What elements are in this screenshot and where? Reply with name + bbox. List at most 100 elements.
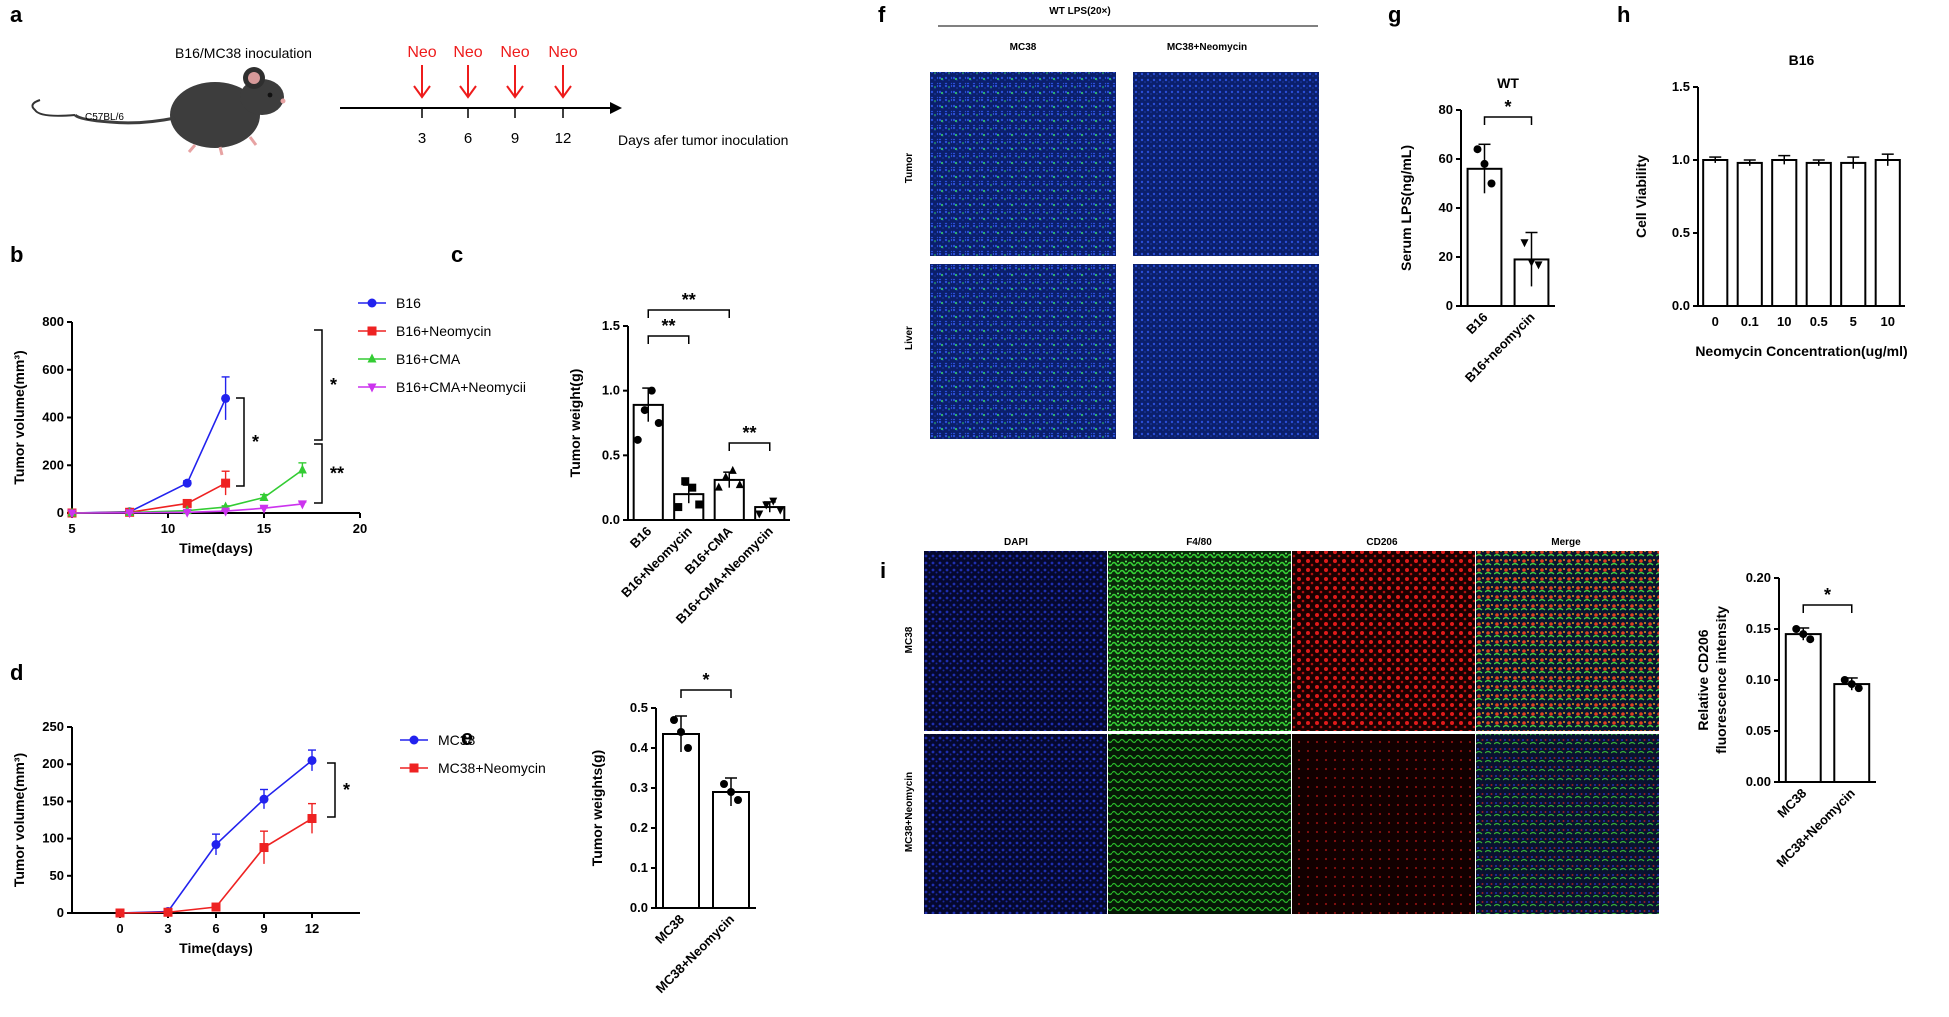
d-y-tick-label: 250: [42, 719, 64, 734]
b-legend-marker: [367, 326, 377, 336]
h-y-tick-label: 1.5: [1672, 79, 1690, 94]
i-image-neo-cd206: [1292, 734, 1475, 914]
i-y-axis-title: fluorescence intensity: [1713, 606, 1729, 754]
h-bar: [1874, 159, 1901, 307]
timeline-day-label: 9: [511, 130, 519, 147]
d-y-tick-label: 0: [57, 905, 64, 920]
e-sig-label: *: [702, 670, 709, 690]
chart-d-tumor-volume-mc38: 0 50 100 150 200 250 0 3 6 9 12 Time(days) Tumor vol…: [11, 719, 546, 956]
neo-arrow-head: [554, 85, 572, 99]
c-y-tick-label: 0.0: [602, 512, 620, 527]
d-y-tick-label: 50: [50, 868, 64, 883]
timeline-day-label: 3: [418, 130, 426, 147]
h-category-label: 0.1: [1741, 314, 1759, 329]
b-y-tick-label: 0: [57, 505, 64, 520]
d-y-tick-label: 200: [42, 756, 64, 771]
c-data-point: [695, 500, 704, 509]
neo-arrow-head: [413, 85, 431, 99]
f-image-mc38-liver: [930, 264, 1116, 439]
b-data-point: [125, 509, 135, 519]
e-data-point: [684, 744, 692, 752]
e-data-point: [670, 716, 678, 724]
i-image-mc38-cd206: [1292, 551, 1475, 731]
i-row-label-neo: MC38+Neomycin: [904, 772, 915, 852]
b-sig-label: *: [252, 432, 259, 452]
c-data-point: [762, 501, 771, 510]
chart-h-cell-viability: 0.0 0.5 1.0 1.5 Cell Viability B16 Neomycin Co…: [1633, 52, 1908, 359]
d-sig-bracket: [327, 762, 336, 818]
micrograph-panel-i: DAPI F4/80 CD206 Merge MC38 MC38+Neomyci…: [904, 537, 1659, 914]
g-data-point: [1487, 179, 1496, 188]
b-legend-label: B16+Neomycin: [396, 323, 491, 339]
i-row-label-mc38: MC38: [904, 626, 915, 653]
timeline-day-label: 12: [555, 130, 572, 147]
i-col-label-dapi: DAPI: [1004, 537, 1028, 548]
i-image-neo-dapi: [924, 734, 1107, 914]
c-y-tick-label: 1.5: [602, 318, 620, 333]
e-data-point: [720, 780, 728, 788]
h-category-label: 10: [1881, 314, 1895, 329]
panel-label-b: b: [10, 242, 23, 267]
i-bar: [1833, 683, 1871, 784]
b-y-tick-label: 600: [42, 362, 64, 377]
b-sig-bracket: [236, 397, 245, 487]
i-image-neo-f480: [1108, 734, 1291, 914]
g-data-point: [1527, 258, 1536, 267]
i-image-mc38-f480: [1108, 551, 1291, 731]
f-row-label-liver: Liver: [904, 326, 915, 350]
c-y-tick-label: 0.5: [602, 447, 620, 462]
i-y-tick-label: 0.15: [1746, 621, 1771, 636]
neo-label: Neo: [407, 44, 436, 61]
e-y-tick-label: 0.4: [630, 740, 649, 755]
d-data-point: [307, 755, 317, 765]
f-row-label-tumor: Tumor: [904, 153, 915, 183]
c-data-point: [755, 510, 764, 519]
g-chart-title: WT: [1497, 75, 1519, 91]
h-category-label: 5: [1850, 314, 1857, 329]
i-bar: [1784, 633, 1822, 783]
i-image-mc38-merge: [1476, 551, 1659, 731]
e-bar: [712, 791, 750, 909]
h-bar: [1805, 161, 1832, 307]
d-data-point: [163, 907, 173, 917]
c-data-point: [721, 472, 730, 481]
panel-label-g: g: [1388, 2, 1401, 27]
c-sig-label: **: [661, 316, 675, 336]
inoculation-label: B16/MC38 inoculation: [175, 45, 312, 61]
panel-label-i: i: [880, 558, 886, 583]
d-sig-label: *: [343, 780, 350, 800]
chart-b-tumor-volume-b16: 0 200 400 600 800 5 10 15 20 Time(days) Tumor volu…: [11, 295, 526, 556]
g-y-tick-label: 60: [1439, 151, 1453, 166]
d-data-point: [307, 814, 317, 824]
b-x-tick-label: 10: [161, 521, 175, 536]
e-y-axis-title: Tumor weights(g): [589, 750, 605, 866]
c-y-tick-label: 1.0: [602, 383, 620, 398]
i-sig-label: *: [1824, 585, 1831, 605]
b-sig-label: *: [330, 375, 337, 395]
c-sig-bracket: [728, 442, 771, 451]
timeline-caption: Days afer tumor inoculation: [618, 132, 788, 148]
h-chart-title: B16: [1789, 52, 1815, 68]
d-legend-marker: [409, 735, 419, 745]
neo-marker-group: Neo 3 Neo 6 Neo 9 Neo 12: [407, 44, 577, 147]
d-x-tick-label: 12: [305, 921, 319, 936]
e-y-tick-label: 0.3: [630, 780, 648, 795]
e-y-tick-label: 0.5: [630, 700, 648, 715]
chart-c-tumor-weight-b16: 0.0 0.5 1.0 1.5 Tumor weight(g) B16B16+Neomyc…: [567, 290, 790, 627]
timeline-arrowhead: [610, 102, 622, 114]
d-x-tick-label: 3: [164, 921, 171, 936]
c-data-point: [769, 497, 778, 506]
c-data-point: [681, 477, 690, 486]
neo-arrow-head: [506, 85, 524, 99]
i-data-point: [1806, 635, 1815, 644]
d-series-line: [119, 817, 313, 914]
b-y-tick-label: 400: [42, 410, 64, 425]
b-x-tick-label: 20: [353, 521, 367, 536]
g-sig-bracket: [1483, 116, 1533, 125]
panel-label-e: e: [461, 725, 473, 750]
i-col-label-merge: Merge: [1551, 537, 1581, 548]
d-y-axis-title: Tumor volume(mm³): [11, 753, 27, 887]
c-category-label: B16+Neomycin: [618, 523, 695, 600]
b-sig-bracket: [314, 329, 323, 441]
